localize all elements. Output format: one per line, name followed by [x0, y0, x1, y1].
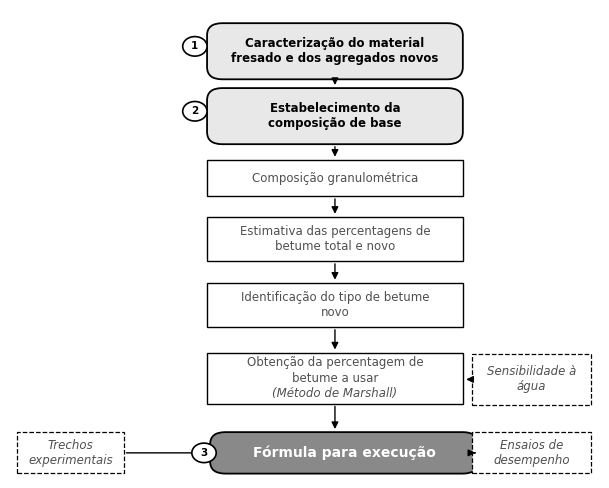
Text: (Método de Marshall): (Método de Marshall): [272, 387, 398, 400]
Bar: [207, 352, 463, 404]
Circle shape: [183, 102, 207, 121]
Text: 3: 3: [200, 448, 208, 458]
Text: Identificação do tipo de betume
novo: Identificação do tipo de betume novo: [241, 291, 429, 319]
Text: Sensibilidade à
água: Sensibilidade à água: [487, 366, 576, 393]
Circle shape: [183, 37, 207, 56]
FancyBboxPatch shape: [207, 23, 463, 79]
Bar: [17, 432, 124, 473]
Text: Estabelecimento da
composição de base: Estabelecimento da composição de base: [268, 102, 402, 130]
Bar: [472, 432, 591, 473]
Bar: [207, 283, 463, 327]
Text: 2: 2: [191, 106, 199, 116]
Text: Trechos
experimentais: Trechos experimentais: [28, 439, 113, 467]
Text: Ensaios de
desempenho: Ensaios de desempenho: [493, 439, 569, 467]
Text: Composição granulométrica: Composição granulométrica: [252, 172, 418, 184]
FancyBboxPatch shape: [207, 88, 463, 144]
Text: Fórmula para execução: Fórmula para execução: [253, 446, 435, 460]
Bar: [207, 160, 463, 196]
Circle shape: [192, 443, 216, 463]
Text: 1: 1: [191, 41, 199, 51]
Text: betume a usar: betume a usar: [292, 372, 378, 385]
Text: Estimativa das percentagens de
betume total e novo: Estimativa das percentagens de betume to…: [239, 225, 431, 253]
FancyBboxPatch shape: [210, 432, 478, 473]
Bar: [207, 217, 463, 261]
Bar: [472, 354, 591, 405]
Text: Obtenção da percentagem de: Obtenção da percentagem de: [247, 356, 423, 369]
Text: Caracterização do material
fresado e dos agregados novos: Caracterização do material fresado e dos…: [231, 37, 438, 65]
